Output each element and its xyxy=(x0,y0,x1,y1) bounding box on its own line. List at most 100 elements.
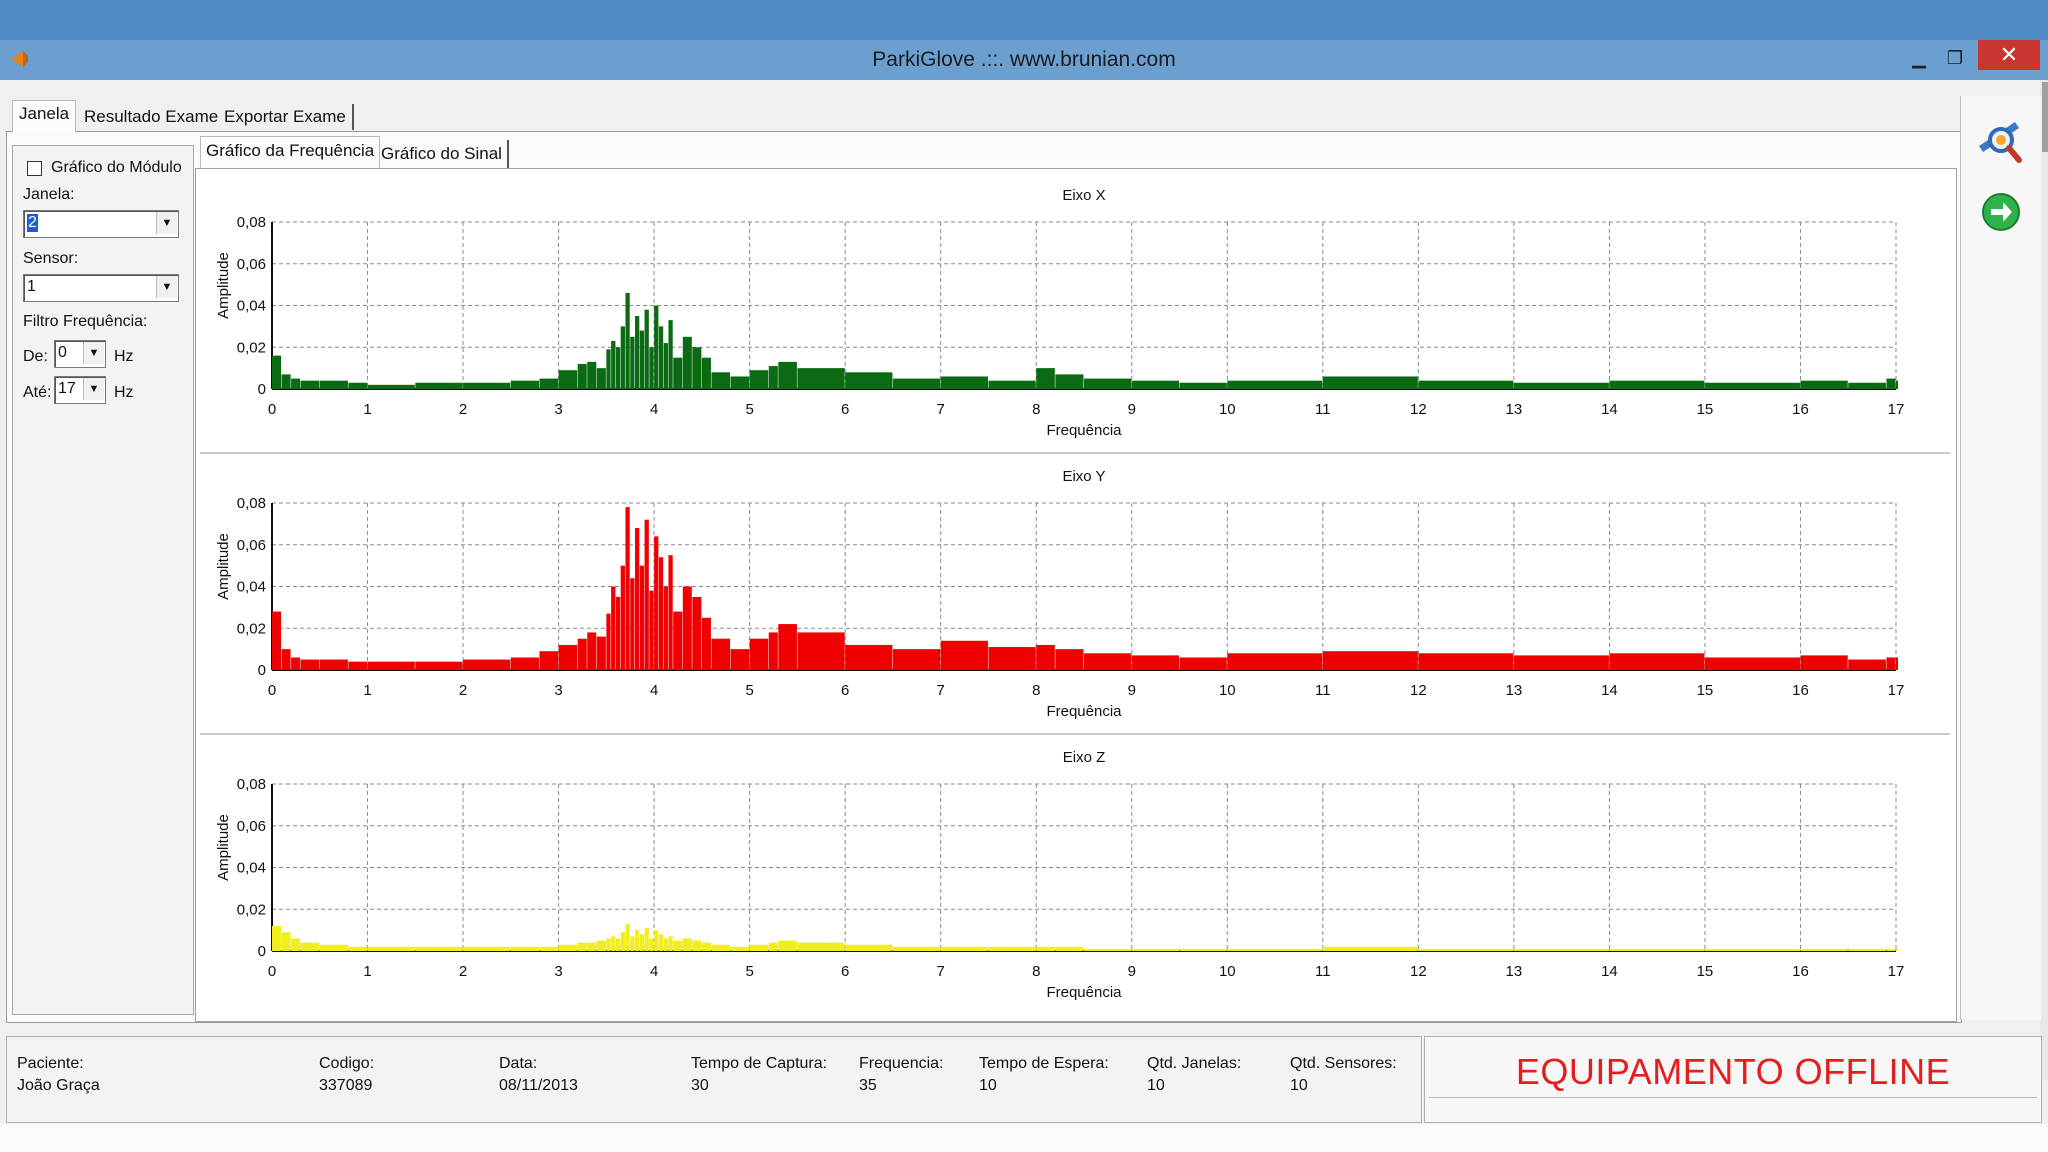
chart-bar xyxy=(988,380,1036,389)
chart-bar xyxy=(558,944,578,951)
chart-bar xyxy=(654,305,659,389)
qtd-sensores-label: Qtd. Sensores: xyxy=(1290,1055,1397,1072)
x-tick-label: 10 xyxy=(1219,682,1236,699)
chart-bar xyxy=(892,649,941,670)
chevron-down-icon[interactable]: ▼ xyxy=(156,276,177,298)
chart-bar xyxy=(1084,653,1132,670)
chart-bar xyxy=(606,613,611,670)
chart-bar xyxy=(1084,378,1132,389)
maximize-button[interactable]: ❐ xyxy=(1946,47,1964,68)
chart-bar xyxy=(639,565,645,670)
chart-bar xyxy=(558,644,578,670)
janela-select[interactable]: 2 ▼ xyxy=(23,210,179,238)
chart-bar xyxy=(635,930,640,951)
chart-bar xyxy=(1848,659,1886,670)
x-tick-label: 0 xyxy=(268,963,276,980)
chart-bar xyxy=(673,357,683,389)
chart-bar xyxy=(539,946,559,951)
tab-grafico-sinal[interactable]: Gráfico do Sinal xyxy=(376,140,509,168)
scrollbar-thumb[interactable] xyxy=(2042,82,2048,152)
ate-label: Até: xyxy=(23,384,52,401)
x-tick-label: 8 xyxy=(1032,682,1040,699)
chart-bar xyxy=(663,586,668,670)
chart-bar xyxy=(682,336,692,389)
de-select[interactable]: 0 ▼ xyxy=(54,340,106,368)
x-tick-label: 9 xyxy=(1128,963,1136,980)
chart-bar xyxy=(281,374,291,389)
x-tick-label: 14 xyxy=(1601,682,1618,699)
x-tick-label: 6 xyxy=(841,401,849,418)
chart-bar xyxy=(1886,948,1896,951)
chart-bar xyxy=(367,661,415,670)
x-tick-label: 3 xyxy=(554,401,562,418)
chevron-down-icon[interactable]: ▼ xyxy=(83,378,104,400)
chart-bar xyxy=(1131,380,1180,389)
x-tick-label: 12 xyxy=(1410,401,1427,418)
y-tick-label: 0 xyxy=(258,381,266,398)
x-tick-label: 10 xyxy=(1219,401,1236,418)
x-tick-label: 9 xyxy=(1128,401,1136,418)
chart-bar xyxy=(1084,948,1132,951)
chart-eixo-y: Eixo Y0 1 2 3 4 5 6 7 8 9 10 11 12 13 14 15 16 1700,020,0… xyxy=(215,468,1904,720)
chart-bar xyxy=(1055,946,1084,951)
y-axis-label: Amplitude xyxy=(215,533,232,600)
chart-bar xyxy=(1036,368,1055,389)
chart-bar xyxy=(463,659,511,670)
chart-title: Eixo Z xyxy=(1063,749,1106,766)
control-panel: Gráfico do Módulo Janela: 2 ▼ Sensor: 1 … xyxy=(12,145,194,1015)
tab-janela[interactable]: Janela xyxy=(12,100,77,133)
tempo-espera-value: 10 xyxy=(979,1077,997,1094)
minimize-button[interactable]: ▁ xyxy=(1912,47,1926,68)
x-tick-label: 0 xyxy=(268,401,276,418)
x-tick-label: 1 xyxy=(363,682,371,699)
modulo-checkbox[interactable] xyxy=(27,161,42,176)
x-tick-label: 4 xyxy=(650,401,658,418)
chart-bar xyxy=(749,370,769,389)
chart-bar xyxy=(1609,948,1705,951)
chart-bar xyxy=(797,368,845,389)
tab-resultado-exame[interactable]: Resultado Exame xyxy=(78,104,227,130)
sensor-select[interactable]: 1 ▼ xyxy=(23,274,179,302)
chart-bar xyxy=(1704,657,1800,670)
chart-bar xyxy=(730,376,750,389)
chart-bar xyxy=(463,382,511,389)
chart-bar xyxy=(658,326,664,389)
ate-hz-label: Hz xyxy=(114,384,134,401)
chevron-down-icon[interactable]: ▼ xyxy=(83,342,104,364)
device-status-panel: EQUIPAMENTO OFFLINE xyxy=(1424,1036,2042,1123)
x-tick-label: 12 xyxy=(1410,963,1427,980)
chart-bar xyxy=(539,651,559,670)
green-arrow-icon[interactable] xyxy=(1981,192,2021,232)
sensor-label: Sensor: xyxy=(23,250,79,267)
x-tick-label: 5 xyxy=(745,963,753,980)
chart-bar xyxy=(654,536,659,670)
data-label: Data: xyxy=(499,1055,538,1072)
chart-bar xyxy=(611,586,616,670)
chart-bar xyxy=(654,930,659,951)
chart-bar xyxy=(1179,382,1227,389)
chart-eixo-x: Eixo X0 1 2 3 4 5 6 7 8 9 10 11 12 13 14 15 16 1700,020,0… xyxy=(215,187,1904,439)
chart-bar xyxy=(1848,948,1886,951)
x-axis-label: Frequência xyxy=(1046,703,1122,720)
chart-bar xyxy=(611,936,616,951)
chart-bar xyxy=(1609,653,1705,670)
right-toolbar xyxy=(1960,96,2041,1020)
chart-bar xyxy=(1227,948,1323,951)
chart-bar xyxy=(1227,380,1323,389)
chart-bar xyxy=(892,378,941,389)
chart-bar xyxy=(596,636,606,670)
chart-bar xyxy=(1513,655,1609,670)
de-select-value: 0 xyxy=(58,344,67,361)
x-tick-label: 4 xyxy=(650,963,658,980)
chart-bar xyxy=(348,946,368,951)
magnifier-icon[interactable] xyxy=(1975,116,2027,168)
chart-bar xyxy=(1322,651,1418,670)
ate-select[interactable]: 17 ▼ xyxy=(54,376,106,404)
chevron-down-icon[interactable]: ▼ xyxy=(156,212,177,234)
close-button[interactable]: ✕ xyxy=(1978,40,2040,70)
tab-grafico-frequencia[interactable]: Gráfico da Frequência xyxy=(200,136,381,169)
window-scrollbar[interactable] xyxy=(2040,80,2048,1080)
chart-bar xyxy=(692,347,702,389)
chart-bar xyxy=(348,661,368,670)
tab-exportar-exame[interactable]: Exportar Exame xyxy=(218,104,354,130)
